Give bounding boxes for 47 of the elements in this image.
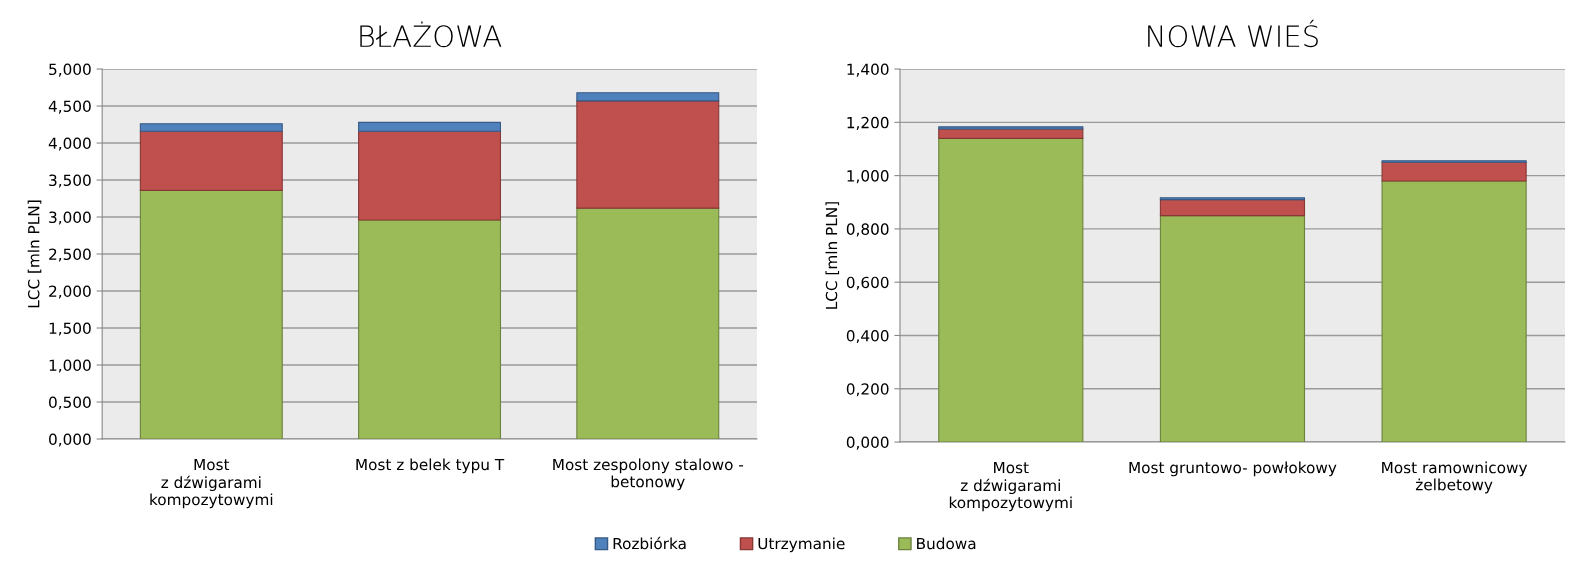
chart-title: NOWA WIEŚ bbox=[1148, 19, 1318, 48]
y-tick-label: 2,500 bbox=[49, 248, 91, 262]
y-tick-label: 0,500 bbox=[49, 396, 91, 410]
legend-label: Utrzymanie bbox=[758, 537, 845, 553]
bar bbox=[358, 219, 502, 439]
x-tick-label: Most ramownicowy żelbetowy bbox=[1382, 461, 1528, 494]
bar bbox=[139, 123, 283, 132]
legend-label: Budowa bbox=[917, 537, 976, 550]
y-tick-label: 1,200 bbox=[847, 116, 889, 130]
bar bbox=[139, 189, 283, 439]
y-tick-label: 0,800 bbox=[846, 223, 889, 237]
bar bbox=[1381, 161, 1527, 182]
x-tick-label: Most zespolony stalowo - betonowy bbox=[553, 458, 744, 491]
bar bbox=[358, 121, 502, 132]
y-tick-label: 2,000 bbox=[49, 285, 91, 299]
bar bbox=[1159, 199, 1306, 217]
bar bbox=[1159, 215, 1306, 443]
y-tick-label: 0,000 bbox=[49, 433, 91, 447]
bar bbox=[938, 137, 1084, 443]
x-tick-label: Most gruntowo- powłokowy bbox=[1129, 461, 1337, 477]
y-tick-label: 4,000 bbox=[48, 137, 91, 151]
y-tick-label: 3,000 bbox=[49, 211, 91, 225]
y-tick-label: 1,000 bbox=[49, 359, 91, 373]
bar bbox=[938, 126, 1084, 130]
bar bbox=[576, 100, 720, 209]
x-tick-label: Most z dźwigarami kompozytowymi bbox=[150, 458, 273, 509]
y-axis-title: LCC [mln PLN] bbox=[27, 200, 42, 308]
y-axis-title: LCC [mln PLN] bbox=[825, 202, 840, 309]
bar bbox=[139, 130, 283, 191]
x-tick-label: Most z dźwigarami kompozytowymi bbox=[949, 461, 1072, 512]
bar bbox=[358, 130, 502, 221]
y-tick-label: 1,500 bbox=[49, 322, 91, 336]
y-tick-label: 5,000 bbox=[49, 63, 91, 77]
y-tick-label: 0,200 bbox=[846, 383, 889, 397]
y-tick-label: 0,000 bbox=[846, 436, 889, 450]
y-tick-label: 1,000 bbox=[847, 170, 889, 184]
y-tick-label: 4,500 bbox=[48, 100, 91, 114]
bar bbox=[576, 207, 720, 439]
chart-title: BŁAŻOWA bbox=[360, 21, 502, 48]
x-tick-label: Most z belek typu T bbox=[356, 458, 505, 474]
y-tick-label: 1,400 bbox=[847, 63, 889, 77]
y-tick-label: 0,400 bbox=[846, 329, 889, 344]
y-tick-label: 0,600 bbox=[846, 276, 889, 290]
y-tick-label: 3,500 bbox=[49, 174, 91, 188]
bar bbox=[576, 92, 720, 102]
bar bbox=[1381, 180, 1527, 443]
legend-label: Rozbiórka bbox=[613, 536, 686, 550]
